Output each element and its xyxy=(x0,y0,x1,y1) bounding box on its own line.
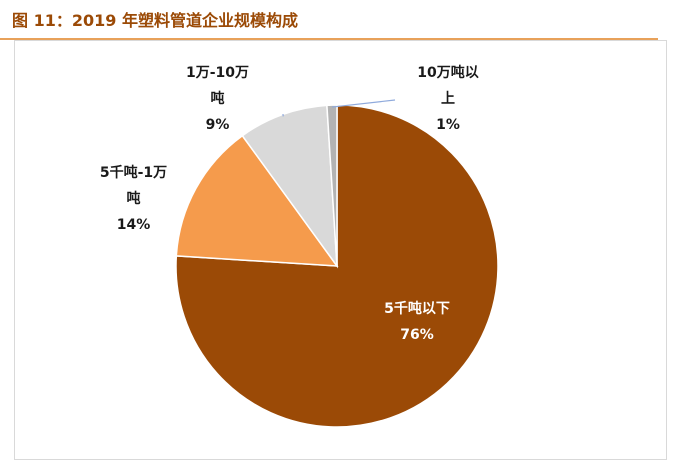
label-10k-100k-name-line-2: 吨 xyxy=(165,86,270,112)
label-above-100k-name-line-2: 上 xyxy=(393,86,503,112)
label-above-100k-value: 1% xyxy=(393,112,503,138)
label-below-5k: 5千吨以下 76% xyxy=(362,296,472,348)
label-5k-10k-name-line-1: 5千吨-1万 xyxy=(76,160,191,186)
label-above-100k-name-line-1: 10万吨以 xyxy=(393,60,503,86)
label-5k-10k-value: 14% xyxy=(76,212,191,238)
label-below-5k-value: 76% xyxy=(362,322,472,348)
label-10k-100k: 1万-10万 吨 9% xyxy=(165,60,270,138)
label-above-100k: 10万吨以 上 1% xyxy=(393,60,503,138)
label-below-5k-name-line-1: 5千吨以下 xyxy=(362,296,472,322)
leader-line-above-100k xyxy=(332,100,395,107)
label-10k-100k-value: 9% xyxy=(165,112,270,138)
label-5k-10k-name-line-2: 吨 xyxy=(76,186,191,212)
label-5k-10k: 5千吨-1万 吨 14% xyxy=(76,160,191,238)
label-10k-100k-name-line-1: 1万-10万 xyxy=(165,60,270,86)
